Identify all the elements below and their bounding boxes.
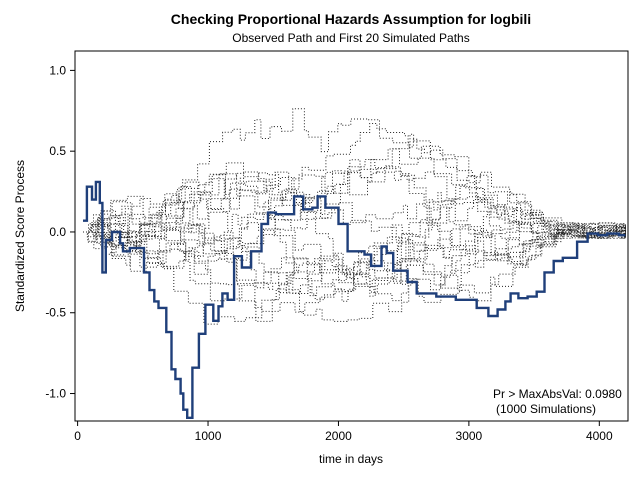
y-tick-label: 0.5 xyxy=(49,144,66,158)
simulated-path xyxy=(83,148,626,255)
chart-subtitle: Observed Path and First 20 Simulated Pat… xyxy=(232,31,469,45)
observed-path xyxy=(83,180,626,419)
pvalue-annotation: Pr > MaxAbsVal: 0.0980 xyxy=(493,387,622,401)
simulated-path xyxy=(83,220,626,284)
x-axis-label: time in days xyxy=(319,452,383,466)
simulated-path xyxy=(83,193,626,303)
chart-title: Checking Proportional Hazards Assumption… xyxy=(171,11,531,27)
simulated-path xyxy=(83,217,626,297)
axis-ticks: 0 1000 2000 3000 4000 -1.0 -0.5 0.0 0.5 1.0 xyxy=(45,63,613,443)
simulated-path xyxy=(83,214,626,322)
simulated-path xyxy=(83,225,626,322)
simulated-path xyxy=(83,214,626,301)
x-tick-label: 3000 xyxy=(456,429,483,443)
x-tick-label: 4000 xyxy=(586,429,613,443)
simulations-annotation: (1000 Simulations) xyxy=(496,402,596,416)
x-tick-label: 2000 xyxy=(325,429,352,443)
simulated-path xyxy=(83,108,626,239)
simulated-path xyxy=(83,206,626,290)
y-tick-label: 0.0 xyxy=(49,225,66,239)
simulated-path xyxy=(83,168,626,255)
simulated-path xyxy=(83,168,626,242)
simulated-path xyxy=(83,159,626,269)
plot-frame xyxy=(74,50,629,422)
x-tick-label: 0 xyxy=(74,429,81,443)
simulated-paths xyxy=(83,108,626,325)
y-tick-label: -1.0 xyxy=(45,387,66,401)
simulated-path xyxy=(83,123,626,236)
y-axis-label: Standardized Score Process xyxy=(13,160,27,312)
y-tick-label: 1.0 xyxy=(49,63,66,77)
x-tick-label: 1000 xyxy=(195,429,222,443)
observed-path-group xyxy=(83,180,626,419)
simulated-path xyxy=(83,133,626,250)
y-tick-label: -0.5 xyxy=(45,306,66,320)
simulated-path xyxy=(83,162,626,243)
simulated-path xyxy=(83,224,626,325)
